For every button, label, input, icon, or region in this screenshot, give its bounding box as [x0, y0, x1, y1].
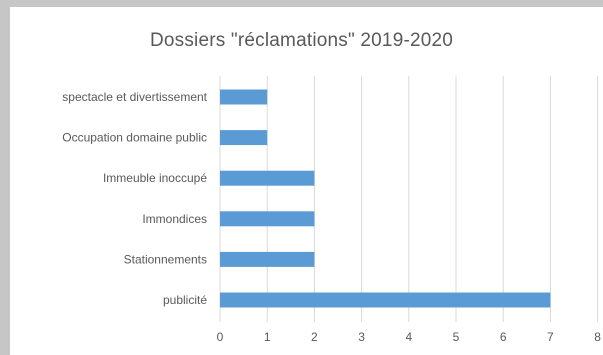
bar [220, 211, 315, 227]
category-label: Immondices [142, 212, 207, 226]
x-tick-label: 2 [311, 330, 318, 344]
bar [220, 89, 268, 105]
x-tick-labels: 0 1 2 3 4 5 6 7 8 [217, 330, 602, 344]
x-tick-label: 6 [500, 330, 507, 344]
chart-title: Dossiers "réclamations" 2019-2020 [149, 30, 454, 51]
x-tick-label: 0 [217, 330, 224, 344]
category-label: Occupation domaine public [62, 131, 207, 145]
category-label: publicité [163, 293, 207, 307]
bar [220, 170, 315, 186]
x-tick-label: 8 [594, 330, 601, 344]
category-labels: spectacle et divertissement Occupation do… [62, 90, 207, 307]
x-tick-label: 3 [358, 330, 365, 344]
bar [220, 130, 268, 146]
category-label: Immeuble inoccupé [103, 171, 207, 185]
bars [220, 89, 551, 308]
bar [220, 292, 551, 308]
x-tick-label: 4 [405, 330, 412, 344]
x-tick-label: 5 [453, 330, 460, 344]
category-label: Stationnements [124, 252, 207, 266]
gridlines [219, 76, 599, 322]
x-tick-label: 7 [547, 330, 554, 344]
x-tick-label: 1 [264, 330, 271, 344]
category-label: spectacle et divertissement [62, 90, 207, 104]
bar [220, 251, 315, 267]
